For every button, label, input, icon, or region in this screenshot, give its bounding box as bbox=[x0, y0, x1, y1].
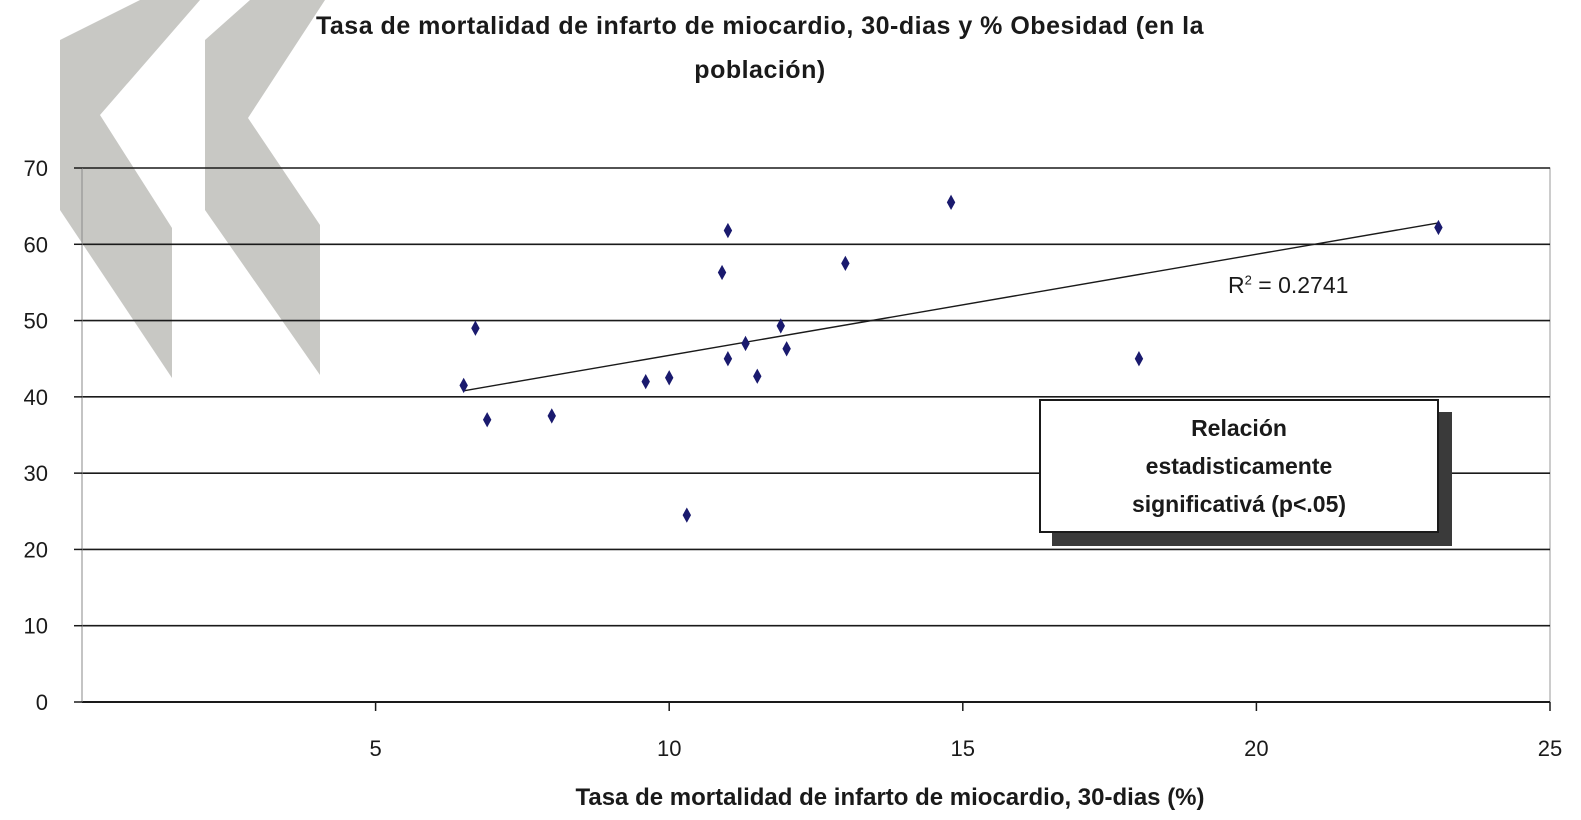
x-tick-label-15: 15 bbox=[951, 736, 975, 761]
y-tick-label-0: 0 bbox=[36, 690, 48, 715]
r-squared-r: R bbox=[1228, 272, 1245, 298]
r-squared-label: R2 = 0.2741 bbox=[1228, 272, 1348, 299]
r-squared-value: = 0.2741 bbox=[1251, 272, 1349, 298]
data-point-2 bbox=[482, 412, 492, 428]
y-tick-label-10: 10 bbox=[24, 614, 48, 639]
x-tick-label-25: 25 bbox=[1538, 736, 1562, 761]
x-tick-label-10: 10 bbox=[657, 736, 681, 761]
chevron-left-icon bbox=[60, 0, 200, 378]
x-axis-label: Tasa de mortalidad de infarto de miocard… bbox=[575, 784, 1205, 811]
r-squared-superscript: 2 bbox=[1244, 272, 1252, 288]
y-tick-label-30: 30 bbox=[24, 461, 48, 486]
data-point-14 bbox=[841, 255, 850, 272]
data-point-5 bbox=[664, 370, 674, 386]
chevron-watermark-icon bbox=[60, 0, 325, 378]
data-point-17 bbox=[1434, 219, 1443, 236]
callout-line-3: significativá (p<.05) bbox=[1131, 491, 1347, 517]
data-point-1 bbox=[471, 320, 480, 336]
data-point-8 bbox=[723, 222, 733, 239]
data-point-4 bbox=[641, 373, 650, 390]
callout-line-1: Relación bbox=[1191, 415, 1287, 441]
data-point-12 bbox=[776, 318, 785, 334]
data-point-6 bbox=[682, 507, 692, 523]
chevron-right-icon bbox=[205, 0, 325, 375]
x-tick-label-5: 5 bbox=[369, 736, 381, 761]
x-axis-ticks: 5 10 15 20 25 bbox=[369, 702, 1562, 761]
y-tick-label-20: 20 bbox=[24, 537, 48, 562]
data-point-7 bbox=[717, 264, 727, 281]
y-tick-label-40: 40 bbox=[24, 385, 48, 410]
significance-callout: Relación estadisticamente significativá … bbox=[1039, 399, 1439, 533]
data-point-16 bbox=[1134, 351, 1144, 367]
data-point-9 bbox=[723, 351, 733, 367]
data-point-3 bbox=[547, 408, 556, 424]
y-tick-label-60: 60 bbox=[24, 232, 48, 257]
y-tick-label-70: 70 bbox=[24, 156, 48, 181]
data-point-11 bbox=[753, 368, 762, 384]
data-point-15 bbox=[946, 194, 956, 210]
callout-line-2: estadisticamente bbox=[1145, 453, 1333, 479]
x-tick-label-20: 20 bbox=[1244, 736, 1268, 761]
chart-title-line1: Tasa de mortalidad de infarto de miocard… bbox=[315, 12, 1205, 40]
data-points bbox=[459, 194, 1443, 523]
y-tick-label-50: 50 bbox=[24, 309, 48, 334]
axes bbox=[81, 168, 1550, 703]
data-point-13 bbox=[782, 341, 791, 357]
y-axis-ticks: 0 10 20 30 40 50 60 70 bbox=[24, 156, 82, 715]
trendline-group bbox=[463, 222, 1439, 392]
trendline bbox=[463, 222, 1439, 392]
data-point-0 bbox=[459, 377, 468, 394]
data-point-10 bbox=[741, 335, 750, 352]
chart-title-line2: población) bbox=[694, 56, 826, 84]
